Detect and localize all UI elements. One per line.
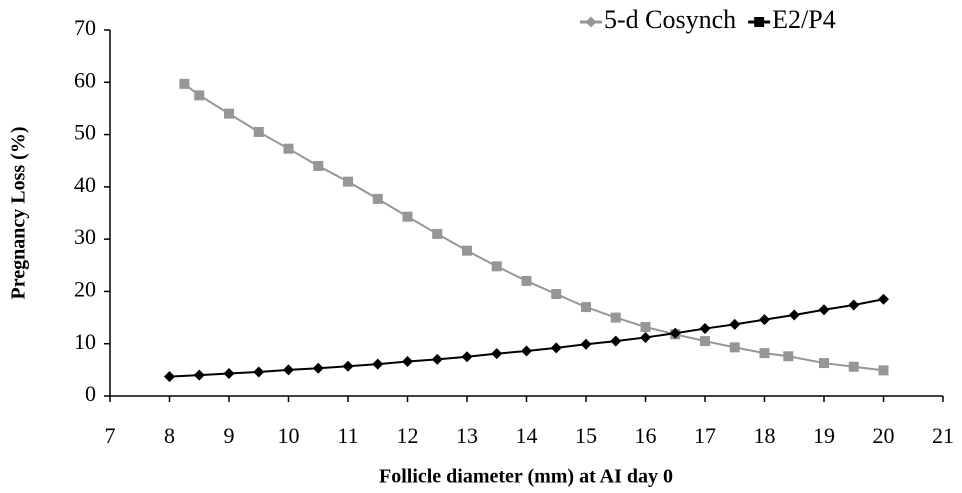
data-point [283, 143, 294, 154]
x-tick-label: 8 [164, 423, 175, 448]
data-point [521, 345, 532, 357]
data-point [610, 335, 622, 347]
data-point [253, 366, 265, 378]
y-tick-label: 20 [74, 276, 96, 301]
x-tick-label: 20 [873, 423, 895, 448]
data-point [164, 371, 175, 383]
x-tick-label: 10 [278, 423, 300, 448]
data-point [342, 360, 354, 372]
y-tick-label: 70 [74, 15, 96, 40]
data-point [878, 293, 889, 305]
data-point [283, 364, 294, 376]
data-point [402, 211, 413, 222]
data-point [699, 323, 711, 335]
data-point [343, 176, 353, 187]
data-point [729, 342, 740, 353]
data-point [193, 369, 205, 381]
x-tick-label: 12 [397, 423, 419, 448]
y-tick-label: 40 [74, 172, 96, 197]
data-point [848, 361, 859, 372]
data-point [700, 336, 710, 347]
data-point [491, 261, 502, 272]
x-tick-label: 14 [516, 423, 538, 448]
data-point [848, 299, 860, 311]
data-point [253, 126, 264, 137]
data-point [729, 318, 741, 330]
y-axis-title: Pregnancy Loss (%) [8, 127, 30, 300]
data-point [783, 351, 794, 362]
series-line [169, 298, 884, 378]
legend-marker [585, 16, 597, 28]
data-point [402, 355, 413, 367]
x-tick-label: 16 [635, 423, 657, 448]
data-point [432, 228, 443, 239]
y-tick-label: 0 [85, 381, 96, 406]
x-tick-label: 11 [337, 423, 358, 448]
data-point [491, 348, 503, 360]
data-point [818, 304, 830, 316]
data-point [223, 368, 235, 380]
data-point [224, 108, 234, 119]
data-point [461, 351, 473, 363]
data-point [640, 331, 651, 343]
y-tick-label: 10 [74, 329, 96, 354]
data-point [312, 362, 324, 374]
y-tick-label: 30 [74, 224, 96, 249]
x-tick-label: 13 [456, 423, 478, 448]
x-tick-label: 17 [694, 423, 716, 448]
x-tick-label: 21 [932, 423, 954, 448]
x-tick-label: 9 [224, 423, 235, 448]
x-tick-label: 19 [813, 423, 835, 448]
data-point [313, 160, 324, 171]
legend-marker [754, 17, 765, 27]
data-point [372, 358, 384, 370]
data-point [580, 338, 592, 350]
data-point [819, 358, 829, 369]
data-point [640, 321, 651, 332]
data-point [759, 348, 770, 359]
x-tick-label: 18 [754, 423, 776, 448]
data-point [194, 90, 205, 101]
legend-label: 5-d Cosynch [604, 5, 736, 34]
data-point [788, 309, 800, 321]
x-axis-title: Follicle diameter (mm) at AI day 0 [379, 466, 673, 488]
x-tick-label: 15 [575, 423, 597, 448]
data-point [372, 193, 383, 204]
x-tick-label: 7 [105, 423, 116, 448]
series-line [183, 83, 884, 372]
data-point [759, 314, 770, 326]
data-point [581, 302, 591, 313]
y-tick-label: 50 [74, 120, 96, 145]
y-tick-label: 60 [74, 67, 96, 92]
data-point [179, 78, 190, 89]
data-point [610, 312, 621, 323]
data-point [878, 365, 889, 376]
data-point [669, 327, 681, 339]
data-point [521, 275, 532, 286]
data-point [551, 289, 562, 300]
data-point [462, 245, 472, 256]
legend-label: E2/P4 [772, 5, 836, 34]
data-point [550, 342, 562, 354]
data-point [431, 353, 443, 365]
